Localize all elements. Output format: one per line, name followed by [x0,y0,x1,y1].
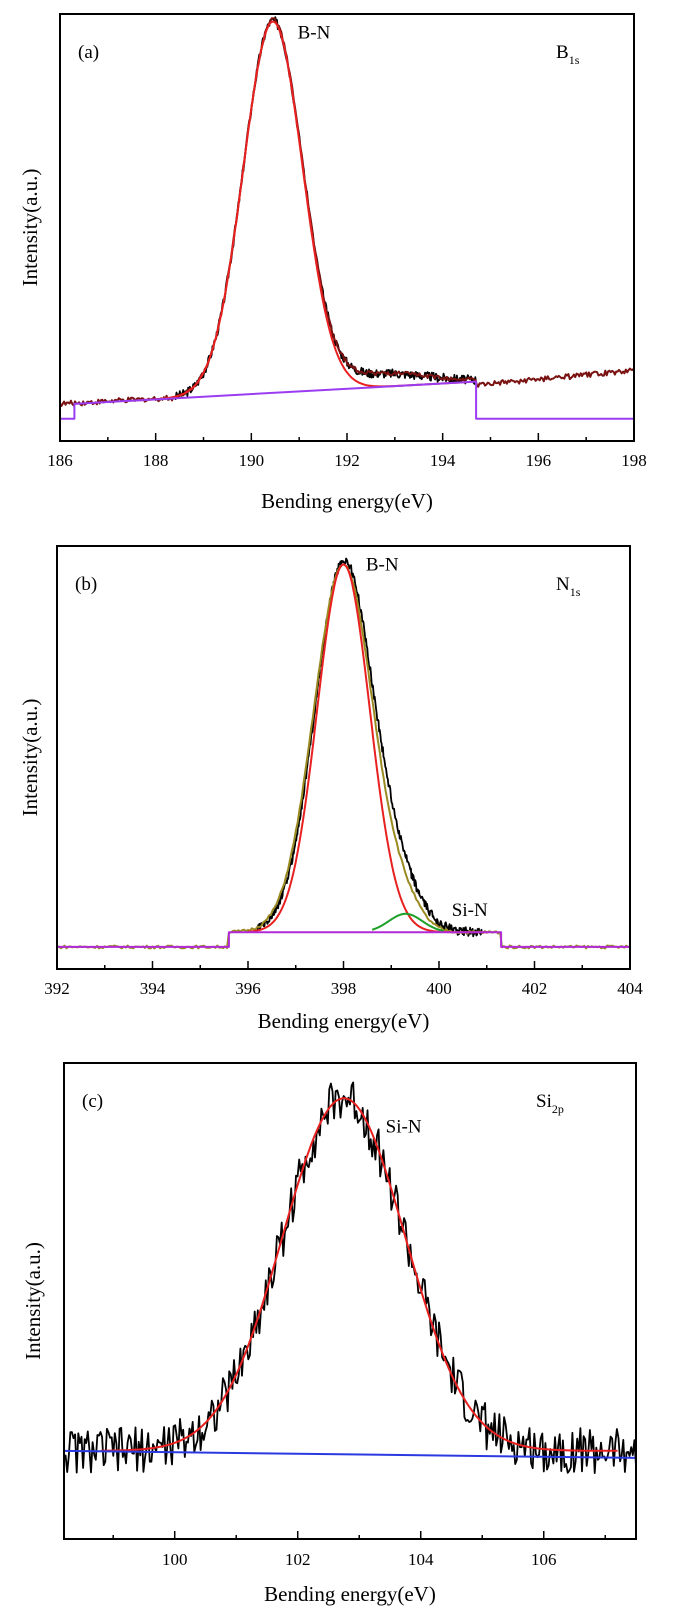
x-tick-label: 104 [408,1550,434,1569]
series-baseline [64,1449,636,1459]
x-tick-label: 392 [44,979,70,998]
peak-label: B-N [298,23,331,44]
x-tick-label: 194 [430,451,456,470]
x-tick-label: 196 [526,451,552,470]
panel-label: (a) [78,42,99,63]
peak-label: Si-N [386,1116,422,1137]
y-axis-title: Intensity(a.u.) [21,1242,45,1360]
series-component [371,912,445,932]
x-tick-label: 188 [143,451,169,470]
series-raw [174,16,477,400]
x-tick-label: 186 [47,451,73,470]
element-label: N1s [556,574,581,599]
plot-area [57,557,630,950]
element-label: B1s [556,42,580,67]
panel-label: (b) [75,574,97,595]
chart-panel-c: 100 102 104 106 Bending energy(eV) Intensity(… [21,1062,637,1606]
series-envelope [57,563,630,950]
plot-area [64,1081,636,1474]
x-tick-label: 190 [239,451,265,470]
plot-frame [56,545,631,970]
peak-label: Si-N [452,900,488,921]
series-background [60,380,634,420]
element-label: Si2p [536,1091,564,1116]
x-tick-label: 394 [140,979,166,998]
x-axis-title: Bending energy(eV) [261,489,433,513]
plot-frame [63,1062,637,1540]
x-tick-label: 398 [331,979,357,998]
chart-panel-a: 186 188 190 192 194 196 198 Bending energy(eV) I… [18,13,647,513]
x-tick-label: 404 [617,979,643,998]
series-background [57,931,630,948]
y-axis-title: Intensity(a.u.) [18,169,42,287]
x-tick-label: 396 [235,979,261,998]
series-fit [247,563,487,934]
series-raw [64,1081,636,1474]
x-tick-label: 402 [522,979,548,998]
plot-area [60,16,634,420]
x-tick-label: 400 [426,979,452,998]
chart-panel-b: 392 394 396 398 400 402 404 Bending energy(eV) I… [18,545,643,1033]
x-tick-label: 100 [162,1550,188,1569]
series-fit [131,20,467,402]
x-tick-label: 102 [285,1550,311,1569]
x-tick-label: 198 [621,451,647,470]
series-raw-extended [60,17,634,407]
series-raw [256,557,483,938]
series-fit [100,1097,618,1452]
x-axis-title: Bending energy(eV) [258,1009,430,1033]
x-tick-label: 106 [531,1550,557,1569]
panel-label: (c) [82,1091,103,1112]
x-axis-title: Bending energy(eV) [264,1582,436,1606]
x-tick-label: 192 [334,451,360,470]
y-axis-title: Intensity(a.u.) [18,699,42,817]
peak-label: B-N [366,554,399,575]
